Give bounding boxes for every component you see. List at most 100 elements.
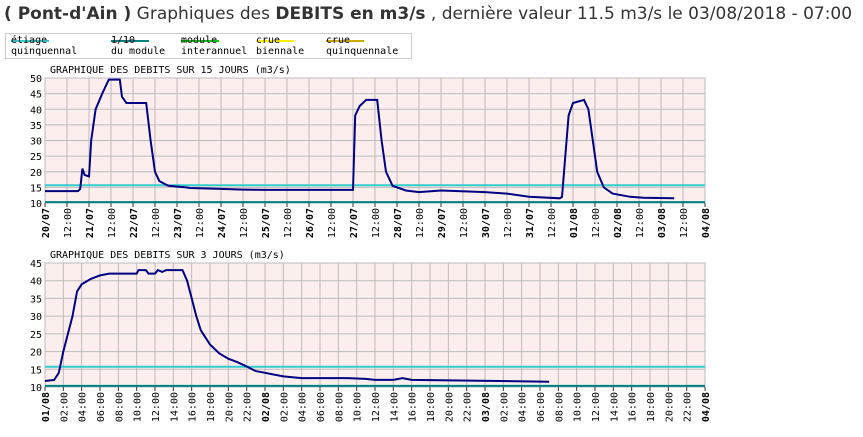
- x-tick-label: 29/07: [437, 208, 448, 238]
- x-tick-label: 31/07: [525, 208, 536, 238]
- legend-swatch: [181, 40, 219, 42]
- x-tick-label: 03/08: [657, 208, 668, 238]
- chart-title: GRAPHIQUE DES DEBITS SUR 15 JOURS (m3/s): [50, 65, 291, 76]
- x-tick-label: 12:00: [283, 208, 294, 238]
- x-tick-label: 27/07: [349, 208, 360, 238]
- x-tick-label: 01/08: [41, 392, 52, 422]
- legend-swatch: [256, 40, 294, 42]
- x-tick-label: 02:00: [499, 392, 510, 422]
- x-tick-label: 12:00: [415, 208, 426, 238]
- x-tick-label: 18:00: [206, 392, 217, 422]
- title-part: DEBITS en m3/s: [275, 4, 426, 24]
- x-tick-label: 06:00: [536, 392, 547, 422]
- x-tick-label: 03/08: [481, 392, 492, 422]
- legend-item: module interannuel: [181, 35, 247, 57]
- legend-label: crue quinquennale: [326, 35, 399, 57]
- y-tick-label: 20: [30, 168, 42, 179]
- x-tick-label: 12:00: [459, 208, 470, 238]
- x-tick-label: 04:00: [518, 392, 529, 422]
- y-tick-label: 15: [30, 365, 42, 376]
- x-tick-label: 22/07: [129, 208, 140, 238]
- x-tick-label: 12:00: [195, 208, 206, 238]
- x-tick-label: 20:00: [224, 392, 235, 422]
- x-tick-label: 08:00: [554, 392, 565, 422]
- x-tick-label: 20:00: [664, 392, 675, 422]
- chart-title: GRAPHIQUE DES DEBITS SUR 3 JOURS (m3/s): [50, 250, 285, 261]
- x-tick-label: 12:00: [503, 208, 514, 238]
- x-tick-label: 12:00: [151, 208, 162, 238]
- x-tick-label: 20:00: [444, 392, 455, 422]
- y-tick-label: 30: [30, 312, 42, 323]
- y-tick-label: 10: [30, 199, 42, 210]
- legend-label: module interannuel: [181, 35, 248, 57]
- chart: GRAPHIQUE DES DEBITS SUR 3 JOURS (m3/s) 1…: [30, 250, 712, 422]
- x-tick-label: 26/07: [305, 208, 316, 238]
- legend-item: 1/10 du module: [111, 35, 165, 57]
- x-tick-label: 24/07: [217, 208, 228, 238]
- legend-item: étiage quinquennal: [11, 35, 77, 57]
- x-tick-label: 12:00: [239, 208, 250, 238]
- legend-swatch: [11, 40, 49, 42]
- title-part: Graphiques des: [131, 4, 276, 24]
- x-tick-label: 28/07: [393, 208, 404, 238]
- x-tick-label: 10:00: [353, 392, 364, 422]
- x-tick-label: 22:00: [243, 392, 254, 422]
- x-tick-label: 22:00: [463, 392, 474, 422]
- y-tick-label: 30: [30, 137, 42, 148]
- x-tick-label: 02:00: [59, 392, 70, 422]
- legend-item: crue biennale: [256, 35, 304, 57]
- legend-swatch: [326, 40, 364, 42]
- x-tick-label: 12:00: [151, 392, 162, 422]
- x-tick-label: 14:00: [389, 392, 400, 422]
- x-tick-label: 12:00: [635, 208, 646, 238]
- x-tick-label: 25/07: [261, 208, 272, 238]
- x-tick-label: 04:00: [298, 392, 309, 422]
- x-tick-label: 14:00: [169, 392, 180, 422]
- x-tick-label: 16:00: [188, 392, 199, 422]
- x-tick-label: 16:00: [628, 392, 639, 422]
- x-tick-label: 04/08: [701, 208, 712, 238]
- page-title: ( Pont-d'Ain ) Graphiques des DEBITS en …: [4, 4, 852, 24]
- x-tick-label: 02/08: [261, 392, 272, 422]
- x-tick-label: 06:00: [316, 392, 327, 422]
- x-tick-label: 12:00: [679, 208, 690, 238]
- x-tick-label: 12:00: [327, 208, 338, 238]
- x-tick-label: 20/07: [41, 208, 52, 238]
- x-tick-label: 14:00: [609, 392, 620, 422]
- legend-swatch: [111, 40, 149, 42]
- x-tick-label: 12:00: [107, 208, 118, 238]
- legend-label: 1/10 du module: [111, 35, 166, 57]
- x-tick-label: 12:00: [547, 208, 558, 238]
- data-line: [44, 268, 550, 383]
- x-tick-label: 04/08: [701, 392, 712, 422]
- y-tick-label: 15: [30, 183, 42, 194]
- x-tick-label: 12:00: [591, 392, 602, 422]
- x-tick-label: 12:00: [371, 208, 382, 238]
- x-tick-label: 08:00: [334, 392, 345, 422]
- x-tick-label: 12:00: [371, 392, 382, 422]
- title-part: , dernière valeur 11.5 m3/s le 03/08/201…: [425, 4, 853, 24]
- data-line: [45, 78, 675, 200]
- y-tick-label: 40: [30, 105, 42, 116]
- x-tick-label: 10:00: [573, 392, 584, 422]
- y-tick-label: 20: [30, 348, 42, 359]
- x-tick-label: 10:00: [133, 392, 144, 422]
- y-tick-label: 25: [30, 330, 42, 341]
- title-part: ( Pont-d'Ain ): [4, 4, 132, 24]
- x-tick-label: 06:00: [96, 392, 107, 422]
- y-tick-label: 45: [30, 259, 42, 270]
- x-tick-label: 01/08: [569, 208, 580, 238]
- x-tick-label: 16:00: [408, 392, 419, 422]
- legend-item: crue quinquennale: [326, 35, 398, 57]
- y-tick-label: 35: [30, 294, 42, 305]
- legend-label: étiage quinquennal: [11, 35, 78, 57]
- x-tick-label: 21/07: [85, 208, 96, 238]
- y-tick-label: 35: [30, 121, 42, 132]
- x-tick-label: 18:00: [426, 392, 437, 422]
- x-tick-label: 04:00: [78, 392, 89, 422]
- x-tick-label: 12:00: [591, 208, 602, 238]
- x-tick-label: 18:00: [646, 392, 657, 422]
- x-tick-label: 22:00: [683, 392, 694, 422]
